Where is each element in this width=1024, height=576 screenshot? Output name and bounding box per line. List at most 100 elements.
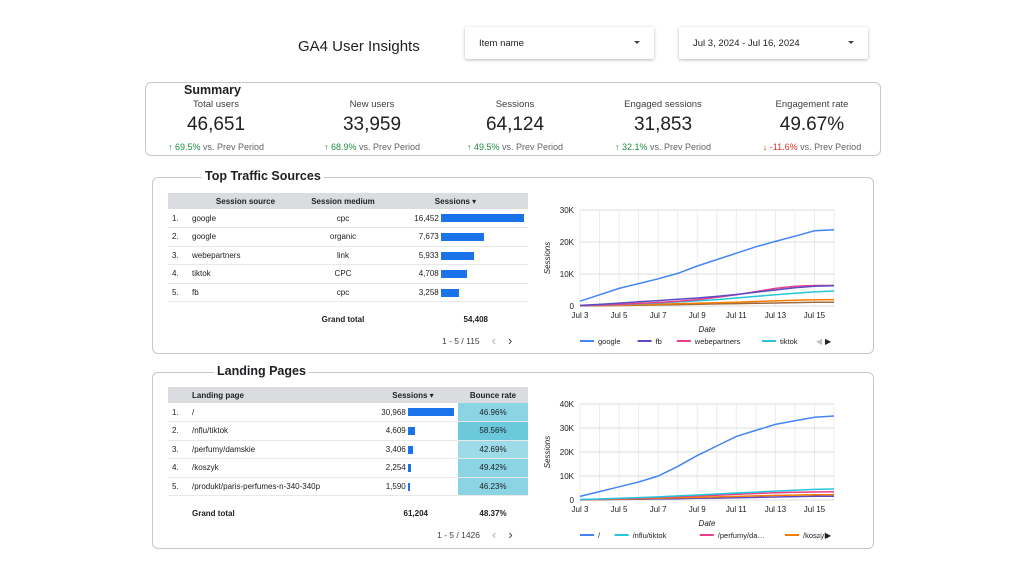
total-spacer bbox=[168, 496, 188, 524]
table-row[interactable]: 5. fb cpc 3,258 bbox=[168, 283, 528, 302]
arrow-up-icon: ↑ bbox=[614, 142, 622, 152]
sessions-value: 4,609 bbox=[385, 426, 406, 436]
legend-label[interactable]: webepartners bbox=[694, 337, 741, 346]
table-row[interactable]: 3. webepartners link 5,933 bbox=[168, 246, 528, 265]
sessions-bar bbox=[441, 288, 459, 297]
column-header-bounce-rate[interactable]: Bounce rate bbox=[458, 387, 528, 403]
traffic-sources-title: Top Traffic Sources bbox=[202, 169, 324, 183]
prev-page-icon[interactable]: ‹ bbox=[492, 527, 497, 542]
sessions-bar bbox=[441, 233, 484, 242]
column-header[interactable] bbox=[168, 193, 188, 209]
table-row[interactable]: 2. google organic 7,673 bbox=[168, 227, 528, 247]
legend-label[interactable]: /koszyk bbox=[803, 531, 828, 540]
traffic-sessions-chart: 0 10K 20K 30K Jul 3 Jul 5 Jul 7 Jul 9 Jul 11 Jul … bbox=[543, 206, 835, 346]
grand-total-value: 54,408 bbox=[463, 315, 488, 325]
grand-total-label: Grand total bbox=[192, 509, 235, 519]
y-tick-label: 30K bbox=[560, 206, 575, 215]
row-index: 3. bbox=[168, 246, 188, 265]
traffic-sources-table: Session source Session medium Sessions ▾… bbox=[168, 193, 528, 330]
landing-pages-table: Landing page Sessions ▾ Bounce rate 1. /… bbox=[168, 387, 528, 524]
table-row[interactable]: 4. tiktok CPC 4,708 bbox=[168, 264, 528, 284]
cell-sessions: 4,609 bbox=[368, 421, 458, 441]
row-index: 5. bbox=[168, 477, 188, 496]
item-name-dropdown[interactable]: Item name bbox=[465, 27, 654, 59]
column-header-session-source[interactable]: Session source bbox=[188, 193, 303, 209]
y-axis-label: Sessions bbox=[543, 436, 552, 468]
date-range-dropdown[interactable]: Jul 3, 2024 - Jul 16, 2024 bbox=[679, 27, 868, 59]
kpi-sessions: Sessions 64,124 ↑ 49.5% vs. Prev Period bbox=[440, 99, 590, 152]
sort-desc-icon: ▾ bbox=[472, 196, 477, 206]
legend-next-icon[interactable]: ▶ bbox=[825, 531, 832, 540]
y-tick-label: 10K bbox=[560, 270, 575, 279]
sessions-value: 7,673 bbox=[418, 232, 439, 242]
table-row[interactable]: 1. / 30,968 46.96% bbox=[168, 403, 528, 422]
sessions-bar bbox=[441, 214, 524, 223]
x-tick-label: Jul 15 bbox=[804, 505, 826, 514]
table-row[interactable]: 2. /nflu/tiktok 4,609 58.56% bbox=[168, 421, 528, 441]
kpi-change: 68.9% bbox=[330, 142, 357, 152]
kpi-total-users: Total users 46,651 ↑ 69.5% vs. Prev Peri… bbox=[141, 99, 291, 152]
summary-card bbox=[145, 82, 881, 156]
kpi-label: Engaged sessions bbox=[624, 99, 702, 110]
grand-total-label: Grand total bbox=[321, 315, 365, 325]
x-tick-label: Jul 7 bbox=[650, 505, 667, 514]
cell-sessions: 4,708 bbox=[383, 264, 528, 284]
x-axis-label: Date bbox=[699, 519, 716, 528]
table-row[interactable]: 4. /koszyk 2,254 49.42% bbox=[168, 458, 528, 478]
sort-desc-icon: ▾ bbox=[429, 390, 434, 400]
legend-label[interactable]: tiktok bbox=[780, 337, 798, 346]
kpi-value: 64,124 bbox=[485, 114, 545, 135]
table-row[interactable]: 3. /perfumy/damskie 3,406 42.69% bbox=[168, 440, 528, 459]
arrow-down-icon: ↓ bbox=[762, 142, 770, 152]
y-tick-label: 30K bbox=[560, 424, 575, 433]
x-tick-label: Jul 3 bbox=[572, 311, 589, 320]
series-line bbox=[579, 284, 834, 307]
x-tick-label: Jul 11 bbox=[726, 311, 747, 320]
cell-sessions: 5,933 bbox=[383, 246, 528, 265]
column-header[interactable] bbox=[168, 387, 188, 403]
legend-label[interactable]: google bbox=[598, 337, 621, 346]
table-row[interactable]: 5. /produkt/paris-perfumes-n-340-340p 1,… bbox=[168, 477, 528, 496]
landing-pages-title: Landing Pages bbox=[214, 364, 309, 378]
next-page-icon[interactable]: › bbox=[508, 527, 513, 542]
column-header-label: Sessions bbox=[392, 390, 428, 400]
cell-page: /koszyk bbox=[188, 458, 368, 478]
kpi-label: Total users bbox=[193, 99, 239, 110]
x-tick-label: Jul 5 bbox=[611, 311, 628, 320]
cell-medium: link bbox=[303, 246, 383, 265]
item-name-dropdown-label: Item name bbox=[479, 37, 524, 49]
legend-next-icon[interactable]: ▶ bbox=[825, 337, 832, 346]
column-header-session-medium[interactable]: Session medium bbox=[303, 193, 383, 209]
table-row[interactable]: 1. google cpc 16,452 bbox=[168, 209, 528, 228]
x-tick-label: Jul 9 bbox=[689, 311, 706, 320]
x-axis-label: Date bbox=[699, 325, 716, 334]
cell-source: google bbox=[188, 227, 303, 247]
y-tick-label: 20K bbox=[560, 238, 575, 247]
legend-label[interactable]: /nflu/tiktok bbox=[633, 531, 667, 540]
sessions-bar bbox=[408, 464, 411, 473]
legend-label[interactable]: /perfumy/da… bbox=[718, 531, 765, 540]
y-tick-label: 40K bbox=[560, 400, 575, 409]
legend-label[interactable]: fb bbox=[656, 337, 662, 346]
kpi-compare: ↓ -11.6% vs. Prev Period bbox=[737, 142, 887, 152]
date-range-label: Jul 3, 2024 - Jul 16, 2024 bbox=[693, 37, 800, 49]
cell-page: /produkt/paris-perfumes-n-340-340p bbox=[188, 477, 368, 496]
column-header-sessions[interactable]: Sessions ▾ bbox=[368, 387, 458, 403]
legend-prev-icon[interactable]: ◀ bbox=[816, 337, 823, 346]
next-page-icon[interactable]: › bbox=[508, 333, 513, 348]
legend-prev-icon[interactable]: ◀ bbox=[816, 531, 823, 540]
kpi-compare-text: vs. Prev Period bbox=[203, 142, 265, 152]
series-line bbox=[579, 415, 835, 498]
y-tick-label: 20K bbox=[560, 448, 575, 457]
legend-label[interactable]: / bbox=[598, 531, 601, 540]
cell-sessions: 2,254 bbox=[368, 458, 458, 478]
column-header-sessions[interactable]: Sessions ▾ bbox=[383, 193, 528, 209]
sessions-bar bbox=[441, 251, 474, 260]
kpi-value: 49.67% bbox=[779, 114, 845, 135]
cell-sessions: 16,452 bbox=[383, 209, 528, 228]
kpi-change: 69.5% bbox=[174, 142, 201, 152]
prev-page-icon[interactable]: ‹ bbox=[491, 333, 496, 348]
column-header-landing-page[interactable]: Landing page bbox=[188, 387, 368, 403]
row-index: 2. bbox=[168, 227, 188, 247]
total-spacer bbox=[168, 302, 188, 330]
